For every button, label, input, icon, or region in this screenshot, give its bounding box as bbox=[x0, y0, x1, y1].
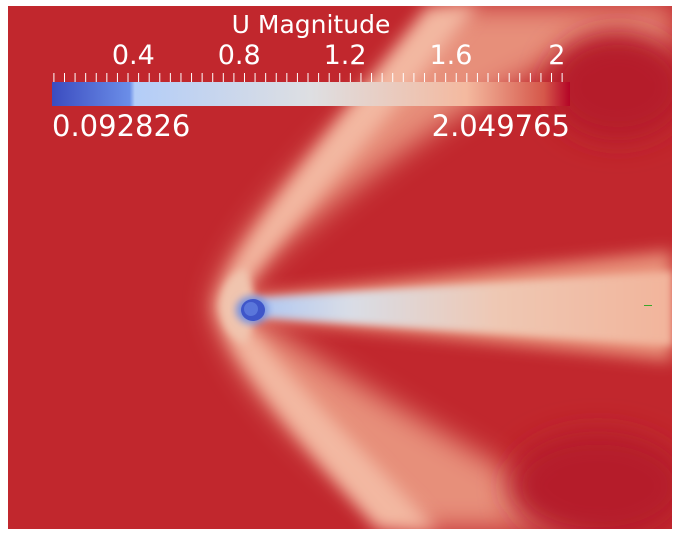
colorbar-tick-label: 0.4 bbox=[111, 40, 155, 71]
colorbar-tick-marks bbox=[53, 73, 563, 82]
colorbar-title: U Magnitude bbox=[231, 10, 391, 39]
probe-marker bbox=[644, 305, 652, 306]
colorbar-tick-label: 0.8 bbox=[217, 40, 261, 71]
colorbar-tick-label: 2 bbox=[548, 40, 566, 71]
velocity-magnitude-field bbox=[8, 6, 672, 529]
colorbar-gradient bbox=[52, 82, 570, 106]
render-view[interactable] bbox=[8, 6, 672, 529]
colorbar-tick-label: 1.6 bbox=[429, 40, 473, 71]
colorbar-tick-label: 1.2 bbox=[323, 40, 367, 71]
cylinder-body bbox=[236, 296, 268, 324]
colorbar-max-label: 2.049765 bbox=[431, 109, 570, 143]
colorbar-min-label: 0.092826 bbox=[52, 109, 191, 143]
